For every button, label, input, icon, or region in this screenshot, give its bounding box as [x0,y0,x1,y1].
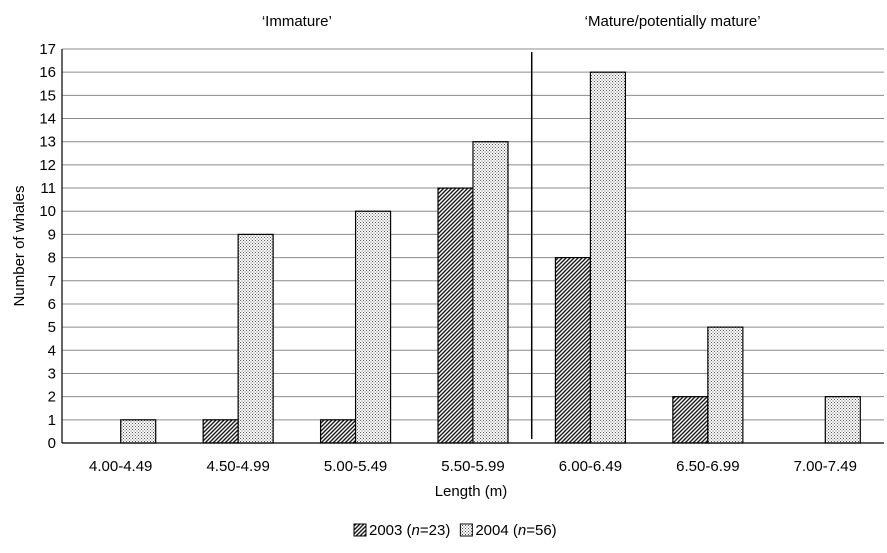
y-tick-17: 17 [39,41,56,58]
y-tick-15: 15 [39,87,56,104]
legend-swatch-2004 [459,523,473,537]
legend-label-2003: 2003 (n=23) [369,522,450,539]
y-tick-0: 0 [48,435,56,452]
x-tick-6.50-6.99: 6.50-6.99 [676,458,739,475]
legend-2003-name: 2003 [369,522,402,539]
y-tick-11: 11 [40,180,56,197]
bar-2004-7.00-7.49 [824,396,861,444]
bar-2003-4.50-4.99 [202,419,239,444]
bar-2003-5.50-5.99 [437,187,474,444]
y-tick-4: 4 [48,342,56,359]
y-tick-2: 2 [48,389,56,406]
annotation-immature: ‘Immature’ [262,13,332,30]
legend-swatch-2003 [353,523,367,537]
legend-2004-prefix: ( [509,522,518,539]
y-tick-3: 3 [48,365,56,382]
legend-2004-name: 2004 [475,522,508,539]
y-tick-14: 14 [39,111,56,128]
y-tick-1: 1 [48,412,56,429]
bar-2003-6.50-6.99 [672,396,709,444]
legend-2003-prefix: ( [402,522,411,539]
y-tick-6: 6 [48,296,56,313]
y-tick-16: 16 [39,64,56,81]
legend: 2003 (n=23) 2004 (n=56) [353,522,557,539]
legend-2003-n: n [412,522,420,539]
legend-label-2004: 2004 (n=56) [475,522,556,539]
y-axis-title: Number of whales [11,186,28,307]
x-tick-5.50-5.99: 5.50-5.99 [441,458,504,475]
x-tick-6.00-6.49: 6.00-6.49 [559,458,622,475]
bar-2003-6.00-6.49 [554,256,592,444]
x-tick-4.50-4.99: 4.50-4.99 [206,458,269,475]
y-tick-5: 5 [48,319,56,336]
bar-2004-5.00-5.49 [354,210,392,444]
bar-2004-4.50-4.99 [237,233,274,444]
bar-2004-6.00-6.49 [589,71,627,444]
x-tick-4.00-4.49: 4.00-4.49 [89,458,152,475]
x-tick-7.00-7.49: 7.00-7.49 [794,458,857,475]
axes [61,49,884,444]
y-tick-13: 13 [39,134,56,151]
legend-2003-n-value: =23) [420,522,450,539]
legend-2004-n: n [518,522,526,539]
y-tick-8: 8 [48,250,56,267]
y-tick-7: 7 [48,273,56,290]
y-tick-9: 9 [48,226,56,243]
bar-2004-5.50-5.99 [472,141,509,444]
x-axis-title: Length (m) [435,483,508,500]
bar-2004-6.50-6.99 [707,326,744,444]
y-tick-10: 10 [39,203,56,220]
legend-2004-n-value: =56) [526,522,556,539]
bar-2003-5.00-5.49 [319,419,357,444]
annotation-mature: ‘Mature/potentially mature’ [585,13,761,30]
y-tick-12: 12 [39,157,56,174]
bar-2004-4.00-4.49 [120,419,157,444]
x-tick-labels: 4.00-4.49 4.50-4.99 5.00-5.49 5.50-5.99 6.00… [89,458,857,475]
x-tick-5.00-5.49: 5.00-5.49 [324,458,387,475]
